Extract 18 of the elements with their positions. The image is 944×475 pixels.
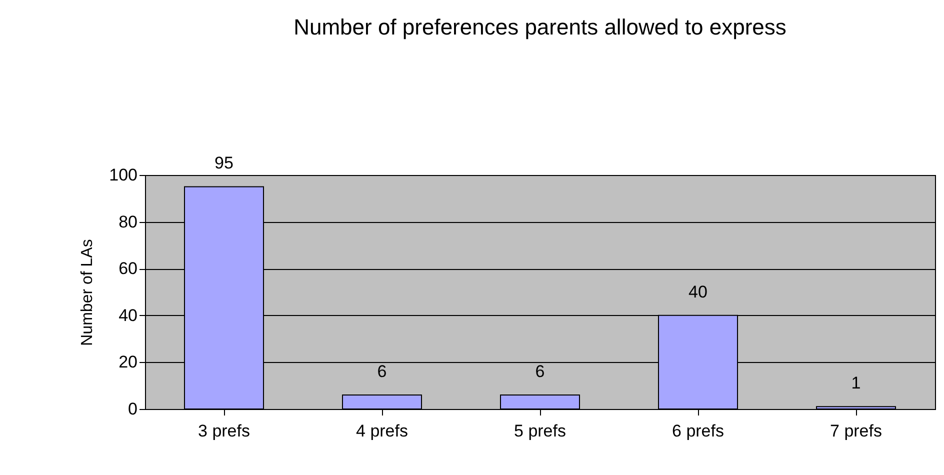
y-tick-label: 60 (118, 259, 138, 278)
x-tick-label: 3 prefs (198, 422, 250, 440)
chart-title: Number of preferences parents allowed to express (294, 14, 786, 40)
y-tick-label: 80 (118, 212, 138, 232)
data-label: 6 (535, 362, 545, 381)
data-label: 1 (851, 374, 861, 393)
x-tick-label: 6 prefs (672, 422, 724, 440)
x-tick-label: 7 prefs (830, 422, 882, 440)
data-label: 6 (377, 362, 387, 381)
y-tick-label: 0 (128, 400, 138, 418)
y-tick-label: 20 (118, 352, 138, 372)
y-axis-title: Number of LAs (79, 239, 96, 346)
data-label: 95 (214, 154, 234, 173)
x-tick-label: 4 prefs (356, 422, 408, 440)
data-label: 40 (688, 282, 708, 302)
y-tick-label: 100 (109, 166, 138, 184)
y-tick-label: 40 (118, 306, 138, 325)
x-tick-label: 5 prefs (514, 422, 566, 440)
